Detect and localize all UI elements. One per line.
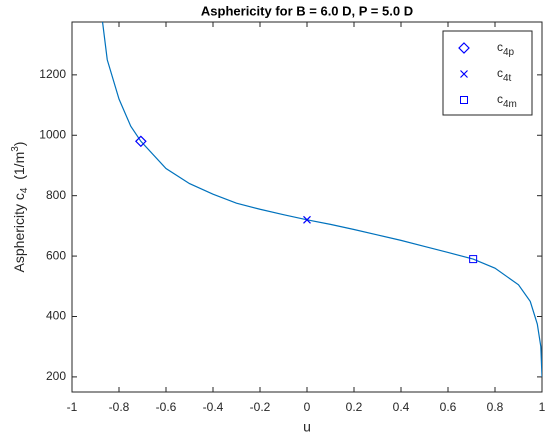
legend-label: c4t bbox=[497, 66, 512, 83]
x-tick-label: 0.4 bbox=[393, 400, 410, 414]
legend-name: c bbox=[497, 40, 503, 54]
legend-subscript: 4t bbox=[503, 73, 512, 84]
legend-box bbox=[442, 30, 533, 116]
legend-name: c bbox=[497, 92, 503, 106]
y-tick-label: 800 bbox=[46, 188, 66, 202]
legend-name: c bbox=[497, 66, 503, 80]
axes-box bbox=[71, 21, 543, 393]
x-tick-label: -0.8 bbox=[109, 400, 130, 414]
y-label-sub: 4 bbox=[19, 187, 30, 193]
x-tick-label: -0.6 bbox=[156, 400, 177, 414]
x-tick-label: -0.2 bbox=[250, 400, 271, 414]
legend-subscript: 4m bbox=[503, 99, 517, 110]
x-tick-label: 0.8 bbox=[487, 400, 504, 414]
legend-marker bbox=[460, 96, 468, 104]
y-axis-label: Asphericity c4 (1/m3) bbox=[10, 142, 30, 273]
legend-label: c4m bbox=[497, 92, 517, 109]
y-label-text: Asphericity c bbox=[11, 193, 27, 272]
y-tick-label: 1000 bbox=[39, 127, 66, 141]
x-tick-label: -1 bbox=[67, 400, 78, 414]
data-point bbox=[303, 215, 311, 224]
legend-label: c4p bbox=[497, 40, 515, 57]
y-label-sup: 3 bbox=[10, 146, 21, 152]
y-label-mid: (1/m bbox=[11, 152, 27, 188]
x-tick-label: 0.6 bbox=[440, 400, 457, 414]
x-tick-label: 1 bbox=[539, 400, 546, 414]
legend-marker bbox=[458, 42, 470, 54]
x-tick-label: -0.4 bbox=[203, 400, 224, 414]
y-tick-label: 400 bbox=[46, 309, 66, 323]
data-point bbox=[135, 135, 147, 148]
legend-subscript: 4p bbox=[503, 47, 515, 58]
y-tick-label: 1200 bbox=[39, 67, 66, 81]
y-label-end: ) bbox=[11, 142, 27, 147]
y-tick-label: 200 bbox=[46, 369, 66, 383]
data-point bbox=[469, 255, 478, 264]
plot-layer bbox=[101, 22, 542, 377]
x-axis-label: u bbox=[303, 419, 311, 435]
y-tick-label: 600 bbox=[46, 248, 66, 262]
legend-marker bbox=[460, 70, 468, 78]
chart-title: Asphericity for B = 6.0 D, P = 5.0 D bbox=[201, 3, 413, 18]
curve bbox=[101, 22, 542, 377]
x-tick-label: 0.2 bbox=[346, 400, 363, 414]
x-tick-label: 0 bbox=[304, 400, 311, 414]
